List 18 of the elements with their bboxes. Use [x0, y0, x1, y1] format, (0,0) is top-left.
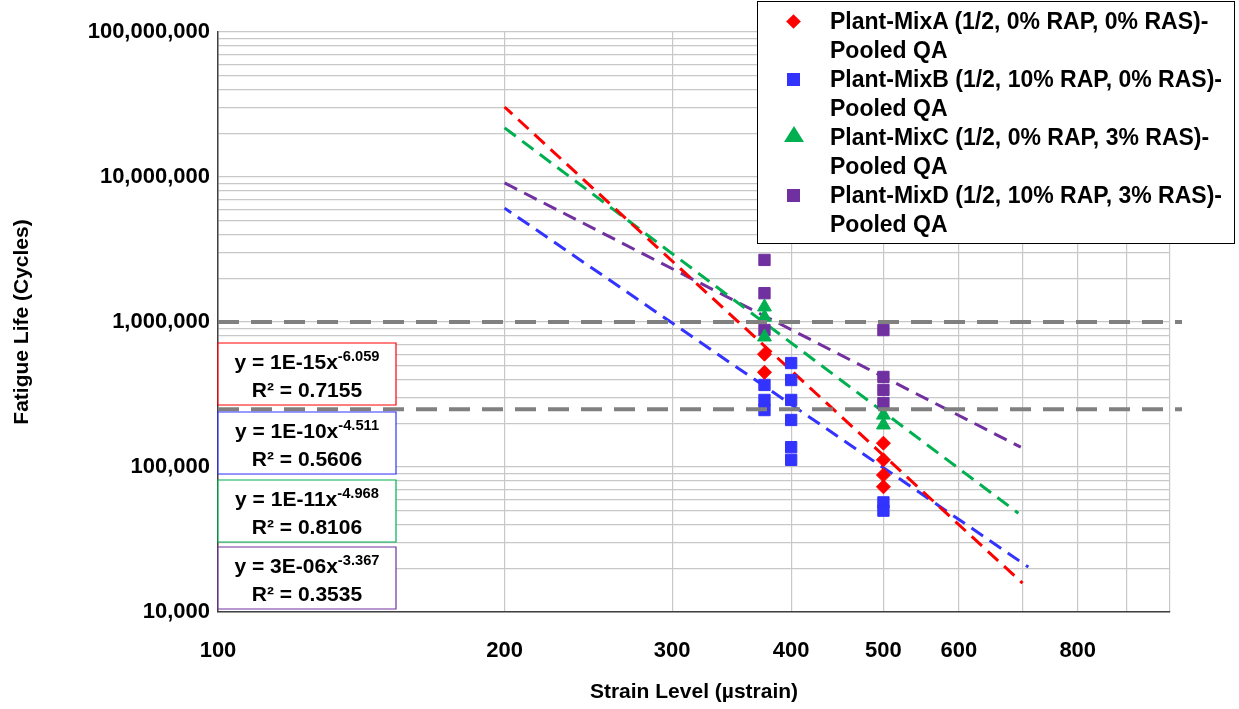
- x-axis-title: Strain Level (µstrain): [589, 679, 799, 703]
- legend-label: Plant-MixC (1/2, 0% RAP, 3% RAS)-Pooled QA: [830, 123, 1211, 181]
- legend-label: Plant-MixD (1/2, 10% RAP, 3% RAS)-Pooled QA: [830, 181, 1223, 239]
- y-tick-label: 1,000,000: [112, 308, 210, 334]
- legend-label: Plant-MixB (1/2, 10% RAP, 0% RAS)-Pooled QA: [830, 65, 1223, 123]
- y-tick-label: 10,000,000: [99, 163, 210, 189]
- x-tick-label: 200: [486, 637, 523, 663]
- x-tick-label: 600: [940, 637, 978, 663]
- y-tick-label: 100,000,000: [87, 18, 210, 44]
- y-tick-label: 10,000: [142, 598, 210, 624]
- x-tick-label: 400: [772, 637, 810, 663]
- legend-label: Plant-MixA (1/2, 0% RAP, 0% RAS)-Pooled QA: [830, 7, 1210, 65]
- y-tick-label: 100,000: [130, 453, 210, 479]
- x-tick-label: 300: [653, 637, 691, 663]
- x-tick-label: 800: [1059, 637, 1097, 663]
- x-tick-label: 100: [199, 637, 237, 663]
- y-axis-title: Fatigue Life (Cycles): [9, 219, 33, 425]
- x-tick-label: 500: [865, 637, 902, 663]
